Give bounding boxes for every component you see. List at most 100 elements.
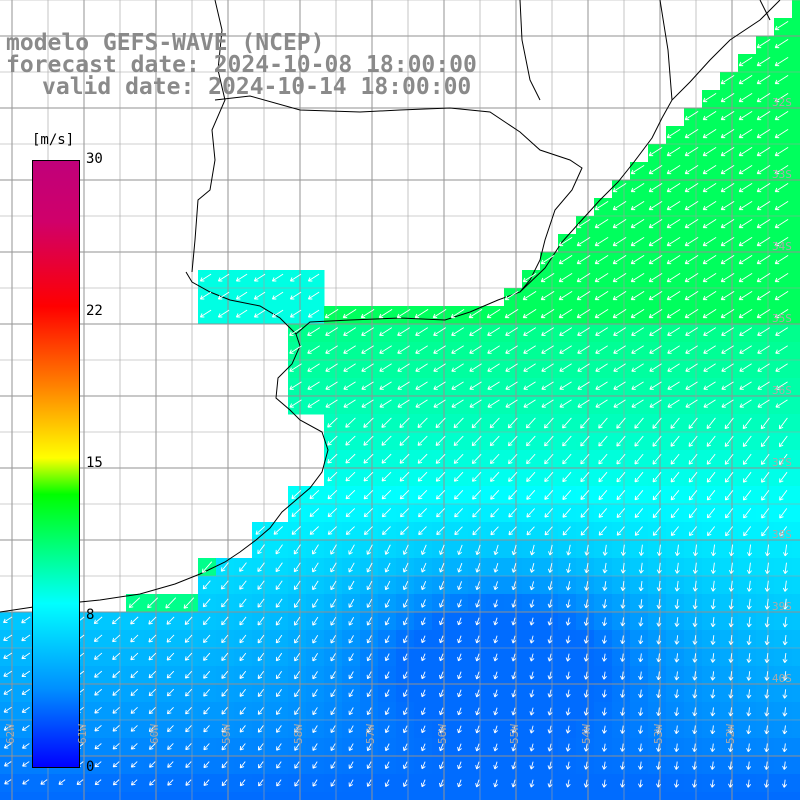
wind-arrow <box>782 598 788 610</box>
wind-arrow <box>94 725 102 732</box>
wind-speed-cell <box>522 648 541 667</box>
wind-arrow <box>348 617 355 626</box>
wind-arrow <box>399 471 410 482</box>
wind-speed-cell <box>666 180 685 199</box>
wind-speed-cell <box>774 558 793 577</box>
wind-speed-cell <box>360 468 379 487</box>
wind-speed-cell <box>0 756 19 775</box>
wind-arrow <box>638 779 644 788</box>
wind-speed-cell <box>576 522 595 541</box>
wind-arrow <box>363 508 374 518</box>
wind-speed-cell <box>720 306 739 325</box>
wind-speed-cell <box>360 558 379 577</box>
wind-arrow <box>738 129 753 139</box>
wind-speed-cell <box>180 720 199 739</box>
wind-speed-cell <box>522 684 541 703</box>
wind-speed-cell <box>792 126 800 145</box>
wind-speed-cell <box>180 756 199 775</box>
wind-arrow <box>493 689 499 698</box>
wind-speed-cell <box>504 576 523 595</box>
wind-arrow <box>487 363 500 372</box>
wind-arrow <box>576 291 591 301</box>
wind-speed-cell <box>432 450 451 469</box>
wind-speed-cell <box>558 288 577 307</box>
wind-speed-cell <box>738 270 757 289</box>
wind-arrow <box>670 453 680 465</box>
wind-arrow <box>565 635 571 644</box>
wind-arrow <box>511 671 517 680</box>
wind-arrow <box>757 327 771 336</box>
wind-arrow <box>257 743 264 751</box>
wind-speed-cell <box>612 306 631 325</box>
wind-speed-cell <box>540 324 559 343</box>
wind-arrow <box>728 761 734 770</box>
wind-arrow <box>489 417 500 429</box>
wind-speed-cell <box>738 342 757 361</box>
wind-arrow <box>656 580 662 592</box>
wind-arrow <box>565 653 571 662</box>
wind-speed-cell <box>198 702 217 721</box>
wind-speed-cell <box>396 432 415 451</box>
wind-speed-cell <box>252 288 271 307</box>
wind-speed-cell <box>90 630 109 649</box>
wind-arrow <box>761 526 770 537</box>
wind-arrow <box>692 761 698 770</box>
wind-arrow <box>703 327 717 336</box>
wind-speed-cell <box>414 594 433 613</box>
wind-arrow <box>420 599 426 608</box>
wind-arrow <box>275 580 283 590</box>
wind-arrow <box>493 562 499 573</box>
wind-arrow <box>257 725 264 733</box>
wind-arrow <box>475 725 480 734</box>
wind-speed-cell <box>396 306 415 325</box>
wind-arrow <box>725 508 734 519</box>
wind-speed-cell <box>216 288 235 307</box>
wind-speed-cell <box>504 432 523 451</box>
wind-speed-cell <box>486 666 505 685</box>
wind-speed-cell <box>54 792 73 800</box>
wind-arrow <box>402 653 408 662</box>
wind-speed-cell <box>180 702 199 721</box>
wind-arrow <box>685 345 698 354</box>
wind-arrow <box>583 635 589 644</box>
wind-speed-cell <box>702 666 721 685</box>
wind-speed-cell <box>702 126 721 145</box>
wind-speed-cell <box>324 342 343 361</box>
wind-arrow <box>656 653 662 663</box>
wind-speed-cell <box>612 648 631 667</box>
wind-arrow <box>457 707 462 716</box>
wind-speed-cell <box>324 396 343 415</box>
wind-speed-cell <box>612 342 631 361</box>
wind-speed-cell <box>540 378 559 397</box>
wind-arrow <box>3 616 13 624</box>
wind-speed-cell <box>378 306 397 325</box>
wind-speed-cell <box>180 630 199 649</box>
wind-arrow <box>764 761 770 770</box>
wind-speed-cell <box>630 360 649 379</box>
wind-arrow <box>702 291 717 301</box>
wind-arrow <box>684 291 699 301</box>
wind-arrow <box>221 580 229 590</box>
wind-speed-cell <box>630 378 649 397</box>
wind-arrow <box>493 743 499 752</box>
wind-speed-cell <box>738 612 757 631</box>
wind-speed-cell <box>594 198 613 217</box>
wind-arrow <box>638 671 644 680</box>
wind-speed-cell <box>720 594 739 613</box>
wind-arrow <box>203 707 210 715</box>
wind-arrow <box>774 111 789 121</box>
wind-arrow <box>728 671 734 681</box>
wind-speed-cell <box>774 288 793 307</box>
wind-speed-cell <box>360 540 379 559</box>
wind-arrow <box>203 761 210 769</box>
wind-speed-cell <box>468 378 487 397</box>
wind-speed-cell <box>756 738 775 757</box>
wind-speed-cell <box>234 270 253 289</box>
wind-arrow <box>184 616 193 625</box>
wind-speed-cell <box>360 360 379 379</box>
wind-speed-cell <box>630 198 649 217</box>
wind-arrow <box>457 581 463 591</box>
wind-speed-cell <box>360 324 379 343</box>
wind-arrow <box>684 255 699 265</box>
wind-arrow <box>656 599 662 609</box>
